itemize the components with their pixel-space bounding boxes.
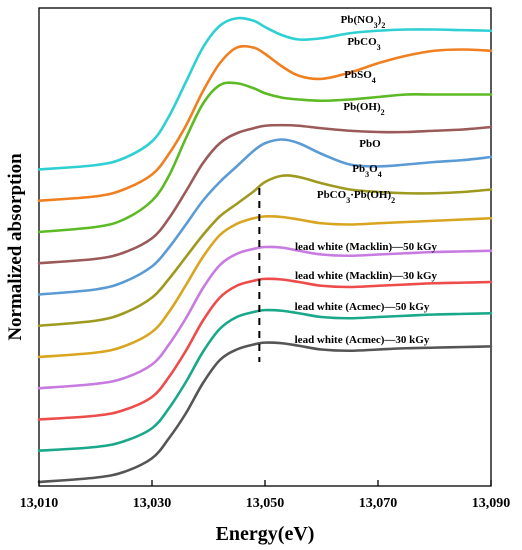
series-line-3 [37, 277, 493, 421]
series-line-4 [37, 245, 493, 390]
series-label-3: lead white (Macklin)—30 kGy [295, 270, 438, 282]
series-label-7: PbO [359, 138, 381, 150]
series-label-5: PbCO3·Pb(OH)2 [317, 189, 395, 205]
series-label-6: Pb3O4 [352, 163, 381, 179]
x-tick-label: 13,070 [359, 496, 398, 511]
series-line-7 [37, 138, 493, 296]
x-axis-label: Energy(eV) [216, 523, 315, 545]
series-label-10: PbCO3 [347, 36, 380, 52]
series-line-1 [37, 341, 493, 484]
x-tick-label: 13,090 [472, 496, 511, 511]
series-label-11: Pb(NO3)2 [341, 14, 386, 30]
series-label-2: lead white (Acmec)—50 kGy [295, 301, 430, 313]
x-axis-ticks: 13,010 13,030 13,050 13,070 13,090 [20, 480, 511, 511]
series-label-9: PbSO4 [344, 69, 376, 85]
x-tick-label: 13,050 [246, 496, 285, 511]
series-label-8: Pb(OH)2 [343, 101, 384, 117]
x-tick-label: 13,010 [20, 496, 59, 511]
series-line-2 [37, 308, 493, 453]
series-line-11 [37, 16, 493, 171]
y-axis-label: Normalized absorption [5, 153, 26, 341]
x-tick-label: 13,030 [133, 496, 172, 511]
series-layer [37, 16, 493, 484]
series-labels: lead white (Acmec)—30 kGy lead white (Acm… [295, 14, 438, 346]
series-line-8 [37, 123, 493, 265]
series-label-1: lead white (Acmec)—30 kGy [295, 334, 430, 346]
series-line-9 [37, 81, 493, 234]
series-line-6 [37, 174, 493, 328]
series-label-4: lead white (Macklin)—50 kGy [295, 241, 438, 253]
series-line-10 [37, 44, 493, 203]
